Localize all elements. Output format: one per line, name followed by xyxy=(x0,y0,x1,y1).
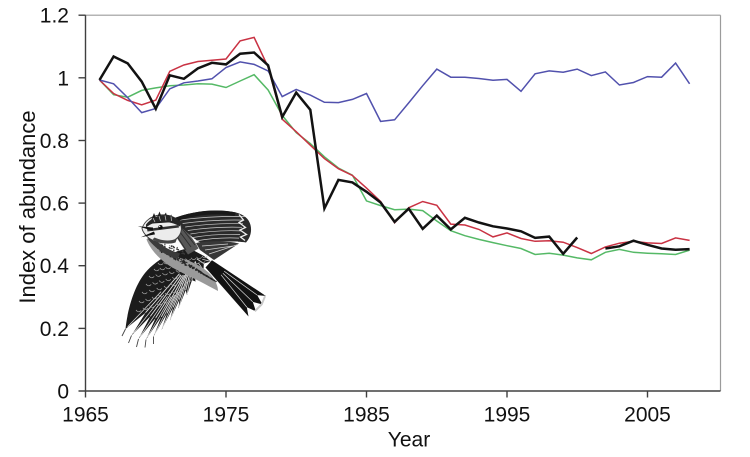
svg-text:1985: 1985 xyxy=(343,403,390,426)
svg-text:2005: 2005 xyxy=(624,403,671,426)
svg-text:1995: 1995 xyxy=(484,403,531,426)
svg-text:1975: 1975 xyxy=(203,403,250,426)
svg-text:1.2: 1.2 xyxy=(40,5,69,28)
svg-text:Index of abundance: Index of abundance xyxy=(15,110,40,303)
svg-text:0.4: 0.4 xyxy=(40,255,70,278)
svg-text:0.2: 0.2 xyxy=(40,318,69,341)
svg-text:0.6: 0.6 xyxy=(40,193,69,216)
svg-text:1: 1 xyxy=(57,67,69,90)
svg-text:0: 0 xyxy=(57,381,69,404)
svg-text:1965: 1965 xyxy=(62,403,109,426)
svg-text:Year: Year xyxy=(388,428,430,451)
svg-text:0.8: 0.8 xyxy=(40,130,69,153)
